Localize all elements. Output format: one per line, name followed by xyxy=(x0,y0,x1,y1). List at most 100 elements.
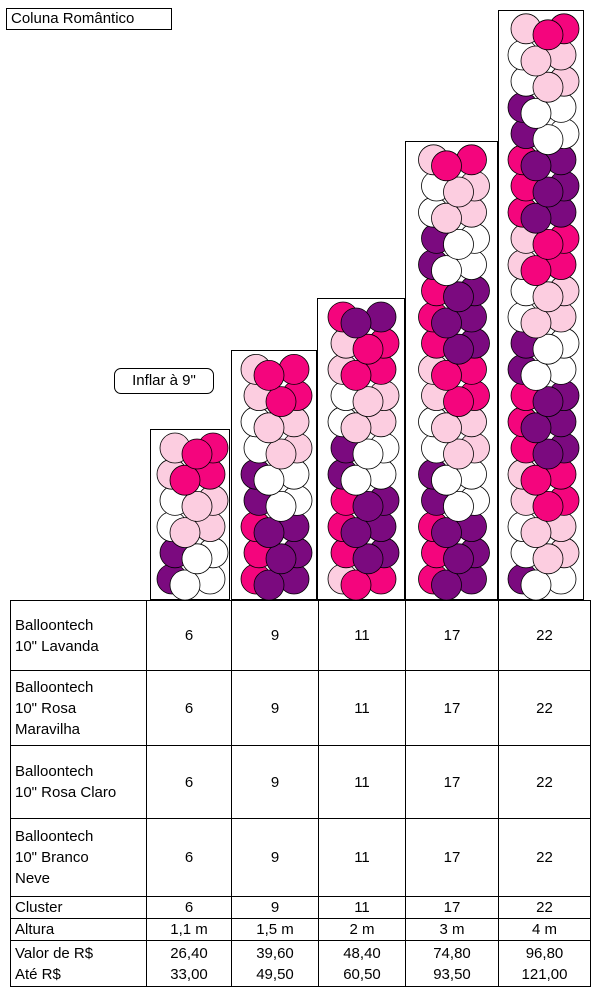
balloon xyxy=(431,359,462,391)
cell-value: 11 xyxy=(354,773,370,791)
table-cell: 6 xyxy=(146,745,232,819)
balloon xyxy=(340,464,372,496)
balloon xyxy=(169,464,201,496)
table-cell: 74,80 93,50 xyxy=(405,940,499,987)
balloon xyxy=(520,359,552,391)
balloon xyxy=(532,228,564,260)
row-label: Cluster xyxy=(10,896,147,919)
cell-value: 74,80 xyxy=(433,944,471,962)
cell-value: 9 xyxy=(270,849,280,866)
balloon xyxy=(431,255,462,287)
balloon xyxy=(532,543,564,575)
balloon xyxy=(532,176,564,208)
balloon xyxy=(340,360,372,391)
cell-value: 6 xyxy=(184,849,194,866)
balloon xyxy=(520,45,552,77)
cell-value: 6 xyxy=(184,899,194,916)
balloon-column xyxy=(405,141,498,601)
balloon xyxy=(340,412,372,444)
balloon xyxy=(431,412,462,444)
balloon-column xyxy=(317,298,405,601)
cell-value: 39,60 xyxy=(256,944,294,962)
cell-value: 17 xyxy=(443,699,461,717)
cell-value: 33,00 xyxy=(170,965,208,983)
balloon xyxy=(265,490,297,522)
cell-value: 1,1 m xyxy=(170,921,208,938)
table-cell: 9 xyxy=(231,818,319,897)
balloon xyxy=(340,307,372,339)
table-cell: 22 xyxy=(498,600,591,671)
cell-value: 22 xyxy=(536,699,553,717)
row-label-line: 10" Lavanda xyxy=(15,637,99,655)
table-cell: 48,40 60,50 xyxy=(318,940,406,987)
cell-value: 4 m xyxy=(531,921,557,938)
table-cell: 3 m xyxy=(405,918,499,941)
balloon xyxy=(352,333,384,365)
table-cell: 6 xyxy=(146,670,232,746)
balloon-column xyxy=(150,429,230,601)
balloon xyxy=(520,202,552,234)
row-label: Balloontech 10" Rosa Maravilha xyxy=(10,670,147,746)
table-cell: 11 xyxy=(318,818,406,897)
balloon xyxy=(352,386,384,417)
balloon xyxy=(431,307,462,339)
cell-value: 11 xyxy=(354,699,370,717)
balloon xyxy=(265,438,297,470)
cell-value: 2 m xyxy=(349,921,375,938)
row-label-line: Balloontech xyxy=(15,763,94,780)
cell-value: 9 xyxy=(270,899,280,916)
cell-value: 6 xyxy=(184,773,194,791)
row-label-line: 10" Branco xyxy=(15,849,89,866)
balloon xyxy=(253,412,285,444)
cell-value: 22 xyxy=(536,849,553,866)
table-row: Balloontech 10" Branco Neve 6 9 11 17 22 xyxy=(10,818,591,897)
table-cell: 11 xyxy=(318,745,406,819)
table-cell: 11 xyxy=(318,670,406,746)
balloon xyxy=(340,569,372,601)
balloon xyxy=(253,359,285,391)
cell-value: 9 xyxy=(270,627,280,644)
cell-value: 9 xyxy=(270,699,280,717)
row-label: Altura xyxy=(10,918,147,941)
table-cell: 17 xyxy=(405,745,499,819)
balloon xyxy=(520,150,552,182)
row-label-line: Altura xyxy=(15,921,55,938)
table-cell: 6 xyxy=(146,818,232,897)
row-label-line: 10" Rosa Claro xyxy=(15,784,117,801)
row-label-line: 10" Rosa xyxy=(15,699,77,717)
table-cell: 1,5 m xyxy=(231,918,319,941)
table-cell: 96,80 121,00 xyxy=(498,940,591,987)
row-label: Balloontech 10" Branco Neve xyxy=(10,818,147,897)
balloon xyxy=(520,412,552,444)
balloon xyxy=(443,281,474,313)
row-label-line: Balloontech xyxy=(15,828,94,845)
balloon xyxy=(443,438,474,470)
balloon xyxy=(532,71,564,103)
cell-value: 22 xyxy=(536,899,553,916)
table-cell: 22 xyxy=(498,818,591,897)
balloon xyxy=(340,517,372,549)
cell-value: 6 xyxy=(184,699,194,717)
balloon xyxy=(265,386,297,417)
cell-value: 60,50 xyxy=(343,965,381,983)
balloon xyxy=(443,490,474,522)
table-cell: 17 xyxy=(405,818,499,897)
balloon xyxy=(169,517,201,548)
balloon xyxy=(253,464,285,496)
balloon xyxy=(520,255,552,287)
balloon xyxy=(352,490,384,522)
balloon xyxy=(532,281,564,313)
balloon xyxy=(253,569,285,601)
balloon xyxy=(520,464,552,496)
cell-value: 22 xyxy=(536,773,553,791)
cell-value: 22 xyxy=(536,627,553,644)
cell-value: 9 xyxy=(270,773,280,791)
table-row: Balloontech 10" Rosa Claro 6 9 11 17 22 xyxy=(10,745,591,819)
table-row: Valor de R$ Até R$ 26,40 33,00 39,60 49,50 48,… xyxy=(10,940,591,987)
quantity-table: Balloontech 10" Lavanda 6 9 11 17 22 Balloontec… xyxy=(10,600,591,987)
balloon xyxy=(431,150,462,182)
balloon xyxy=(431,202,462,234)
table-cell: 26,40 33,00 xyxy=(146,940,232,987)
inflate-note: Inflar à 9" xyxy=(114,368,214,394)
table-cell: 4 m xyxy=(498,918,591,941)
